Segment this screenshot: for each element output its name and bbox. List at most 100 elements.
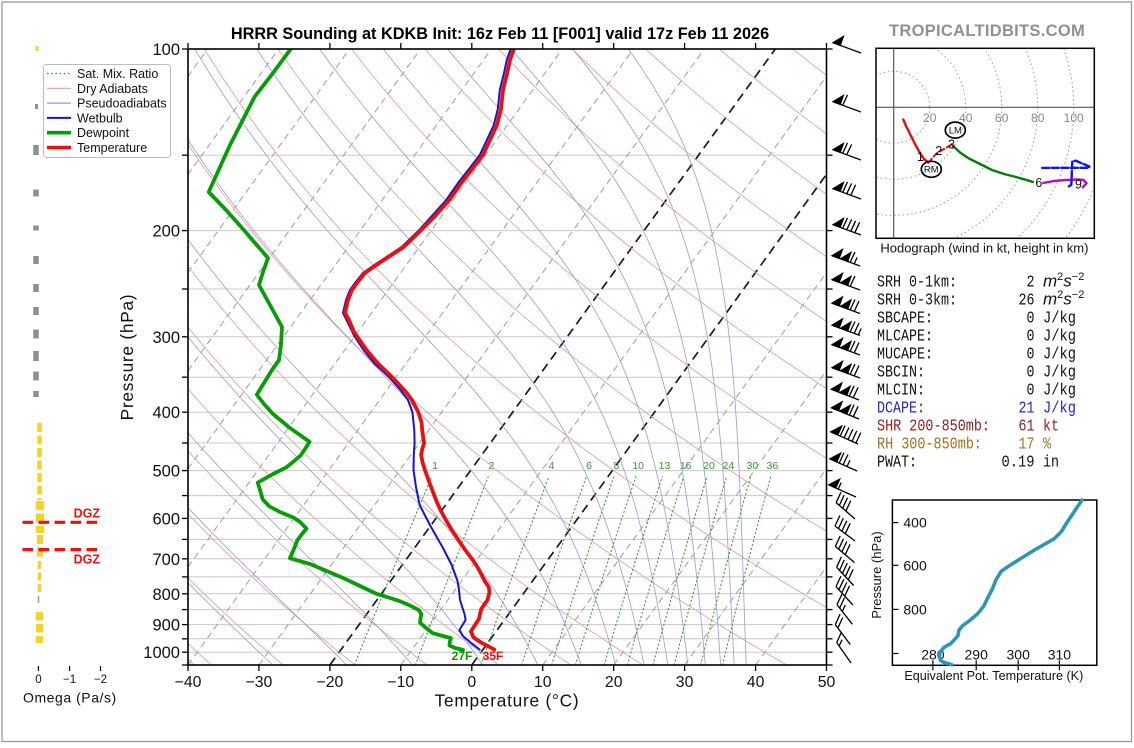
svg-text:0: 0 xyxy=(1027,327,1035,346)
svg-text:1: 1 xyxy=(432,460,438,472)
svg-text:30: 30 xyxy=(676,674,694,691)
svg-text:0: 0 xyxy=(1027,345,1035,364)
svg-text:in: in xyxy=(1043,453,1059,472)
svg-text:J/kg: J/kg xyxy=(1043,363,1076,382)
svg-text:−2: −2 xyxy=(94,674,107,686)
svg-text:−1: −1 xyxy=(63,674,76,686)
svg-text:0: 0 xyxy=(1027,309,1035,328)
svg-text:0: 0 xyxy=(35,674,41,686)
svg-text:J/kg: J/kg xyxy=(1043,381,1076,400)
svg-text:RM: RM xyxy=(924,165,939,176)
svg-text:200: 200 xyxy=(152,223,180,241)
svg-text:300: 300 xyxy=(1007,647,1031,663)
svg-text:6: 6 xyxy=(1035,176,1042,190)
svg-text:0.19: 0.19 xyxy=(1002,453,1035,472)
svg-text:SBCAPE:: SBCAPE: xyxy=(877,309,933,328)
svg-text:J/kg: J/kg xyxy=(1043,309,1076,328)
svg-text:Temperature (°C): Temperature (°C) xyxy=(435,691,580,711)
svg-text:2: 2 xyxy=(488,460,494,472)
svg-text:35F: 35F xyxy=(483,649,504,663)
svg-text:4: 4 xyxy=(549,460,555,472)
svg-text:HRRR Sounding at KDKB Init: 16: HRRR Sounding at KDKB Init: 16z Feb 11 [… xyxy=(231,25,769,43)
svg-text:700: 700 xyxy=(152,551,180,569)
svg-text:Equivalent Pot. Temperature (K: Equivalent Pot. Temperature (K) xyxy=(904,669,1083,683)
svg-text:400: 400 xyxy=(152,404,180,422)
svg-text:Dry Adiabats: Dry Adiabats xyxy=(77,82,148,96)
svg-text:Omega (Pa/s): Omega (Pa/s) xyxy=(23,690,117,706)
svg-text:%: % xyxy=(1043,435,1051,454)
svg-text:0: 0 xyxy=(467,674,476,691)
svg-text:Pressure (hPa): Pressure (hPa) xyxy=(869,531,884,618)
svg-text:PWAT:: PWAT: xyxy=(877,453,917,472)
svg-text:SRH 0-1km:: SRH 0-1km: xyxy=(877,273,957,292)
svg-text:800: 800 xyxy=(903,601,927,617)
svg-text:0: 0 xyxy=(1027,363,1035,382)
svg-text:Sat. Mix. Ratio: Sat. Mix. Ratio xyxy=(77,67,158,81)
svg-text:DCAPE:: DCAPE: xyxy=(877,399,925,418)
svg-text:MUCAPE:: MUCAPE: xyxy=(877,345,933,364)
svg-text:J/kg: J/kg xyxy=(1043,345,1076,364)
svg-text:290: 290 xyxy=(965,647,989,663)
svg-text:16: 16 xyxy=(680,460,692,472)
svg-text:60: 60 xyxy=(995,111,1009,125)
svg-text:50: 50 xyxy=(818,674,836,691)
svg-text:36: 36 xyxy=(767,460,779,472)
svg-text:30: 30 xyxy=(747,460,759,472)
svg-text:2: 2 xyxy=(935,144,942,158)
svg-text:LM: LM xyxy=(949,125,962,136)
svg-text:600: 600 xyxy=(903,557,927,573)
svg-text:20: 20 xyxy=(923,111,937,125)
svg-text:1: 1 xyxy=(917,150,924,164)
svg-text:40: 40 xyxy=(747,674,765,691)
svg-text:RH 300-850mb:: RH 300-850mb: xyxy=(877,435,982,454)
svg-text:DGZ: DGZ xyxy=(74,553,101,567)
svg-text:Wetbulb: Wetbulb xyxy=(77,111,123,125)
svg-text:10: 10 xyxy=(534,674,552,691)
svg-text:SBCIN:: SBCIN: xyxy=(877,363,925,382)
svg-text:−20: −20 xyxy=(317,674,344,691)
svg-text:24: 24 xyxy=(723,460,735,472)
svg-text:9: 9 xyxy=(1075,178,1082,192)
svg-text:17: 17 xyxy=(1019,435,1035,454)
svg-text:21: 21 xyxy=(1019,399,1035,418)
svg-text:800: 800 xyxy=(152,586,180,604)
svg-text:MLCAPE:: MLCAPE: xyxy=(877,327,933,346)
svg-text:900: 900 xyxy=(152,617,180,635)
svg-text:J/kg: J/kg xyxy=(1043,327,1076,346)
svg-text:J/kg: J/kg xyxy=(1043,399,1076,418)
svg-text:0: 0 xyxy=(1027,381,1035,400)
svg-text:100: 100 xyxy=(1064,111,1084,125)
svg-text:TROPICALTIDBITS.COM: TROPICALTIDBITS.COM xyxy=(889,22,1085,40)
svg-text:27F: 27F xyxy=(452,649,473,663)
svg-text:Pseudoadiabats: Pseudoadiabats xyxy=(77,97,167,111)
svg-text:61: 61 xyxy=(1019,417,1035,436)
svg-text:10: 10 xyxy=(632,460,644,472)
svg-text:400: 400 xyxy=(903,515,927,531)
svg-text:Dewpoint: Dewpoint xyxy=(77,126,130,140)
svg-text:SRH 0-3km:: SRH 0-3km: xyxy=(877,291,957,310)
svg-text:−10: −10 xyxy=(387,674,414,691)
svg-text:40: 40 xyxy=(959,111,973,125)
svg-text:600: 600 xyxy=(152,510,180,528)
svg-text:3: 3 xyxy=(948,138,955,152)
svg-text:310: 310 xyxy=(1048,647,1072,663)
svg-text:100: 100 xyxy=(152,41,180,59)
svg-text:MLCIN:: MLCIN: xyxy=(877,381,925,400)
svg-text:300: 300 xyxy=(152,329,180,347)
svg-text:20: 20 xyxy=(605,674,623,691)
svg-text:500: 500 xyxy=(152,463,180,481)
svg-text:26: 26 xyxy=(1019,291,1035,310)
svg-text:13: 13 xyxy=(659,460,671,472)
svg-text:DGZ: DGZ xyxy=(74,507,101,521)
svg-text:6: 6 xyxy=(586,460,592,472)
svg-text:−30: −30 xyxy=(246,674,273,691)
svg-text:kt: kt xyxy=(1043,417,1059,436)
svg-text:SHR 200-850mb:: SHR 200-850mb: xyxy=(877,417,990,436)
svg-text:m2s−2: m2s−2 xyxy=(1043,289,1084,309)
svg-text:Temperature: Temperature xyxy=(77,141,147,155)
svg-text:2: 2 xyxy=(1027,273,1035,292)
svg-text:80: 80 xyxy=(1031,111,1045,125)
svg-text:m2s−2: m2s−2 xyxy=(1043,271,1084,291)
svg-text:1000: 1000 xyxy=(143,644,180,662)
svg-text:8: 8 xyxy=(613,460,619,472)
